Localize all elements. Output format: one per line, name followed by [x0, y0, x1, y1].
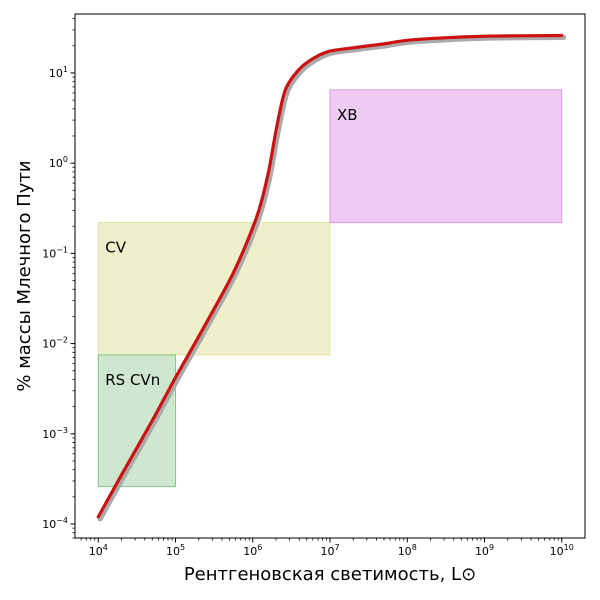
- x-tick-label: 107: [320, 543, 339, 558]
- series-line: [96, 33, 564, 519]
- y-tick-label: 101: [49, 65, 68, 80]
- regions: CV RS CVn XB: [97, 89, 563, 488]
- region-label: CV: [105, 238, 126, 256]
- region-label: XB: [337, 106, 358, 124]
- y-tick-label: 10−2: [42, 336, 68, 351]
- y-tick-label: 10−3: [42, 426, 68, 441]
- x-tick-label: 109: [475, 543, 494, 558]
- x-axis-label: Рентгеновская светимость, L⊙: [184, 564, 476, 585]
- x-tick-label: 1010: [550, 543, 574, 558]
- region-rs-cvn: [97, 354, 177, 488]
- region-xb: [329, 89, 563, 223]
- ticks: 104 105 106 107 108 109 1010 10−4 10−3 10−2 10−1 10…: [42, 18, 574, 558]
- region-label: RS CVn: [105, 371, 160, 389]
- x-tick-label: 106: [243, 543, 262, 558]
- x-tick-label: 108: [398, 543, 417, 558]
- y-tick-label: 100: [49, 155, 68, 170]
- y-tick-label: 10−4: [42, 516, 68, 531]
- series-line-shadow: [97, 34, 567, 522]
- x-tick-label: 105: [166, 543, 185, 558]
- x-tick-label: 104: [89, 543, 108, 558]
- y-axis-label: % массы Млечного Пути: [14, 160, 35, 391]
- region-cv: [97, 221, 331, 356]
- series: [96, 33, 567, 522]
- y-tick-label: 10−1: [42, 245, 68, 260]
